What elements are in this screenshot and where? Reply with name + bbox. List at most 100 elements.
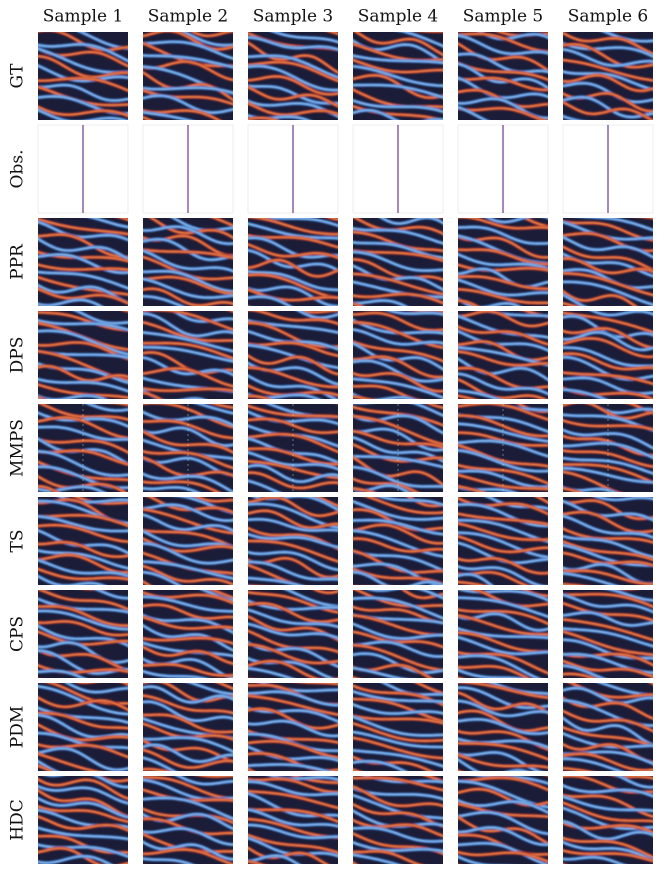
stripe-highlight: [248, 237, 338, 258]
stripe-highlight: [569, 683, 653, 698]
stripe-highlight: [248, 497, 338, 517]
stripe-highlight: [38, 416, 128, 439]
stripe-highlight: [563, 863, 564, 864]
stripe-highlight: [458, 485, 483, 492]
stripe-highlight: [458, 573, 493, 585]
sample-image: [563, 683, 653, 771]
sample-image: [38, 311, 128, 399]
column-header: Sample 1: [43, 7, 124, 27]
stripe-highlight: [248, 223, 338, 239]
stripe-highlight: [563, 272, 653, 296]
stripe-highlight: [563, 82, 653, 103]
stripe-highlight: [563, 74, 653, 92]
stripe-highlight: [563, 570, 653, 585]
stripe-highlight: [248, 366, 338, 388]
stripe-highlight: [38, 670, 84, 678]
stripe-highlight: [143, 542, 233, 564]
stripe-highlight: [38, 605, 128, 627]
column-header: Sample 3: [253, 7, 334, 27]
stripes: [143, 683, 233, 771]
stripe-highlight: [143, 508, 233, 534]
stripe-highlight: [458, 378, 546, 399]
stripe-highlight: [143, 596, 233, 612]
stripe-highlight: [458, 609, 548, 625]
stripe-highlight: [596, 497, 653, 501]
stripe-highlight: [143, 646, 233, 665]
stripe-highlight: [524, 311, 548, 318]
stripe-highlight: [248, 778, 338, 793]
stripe-highlight: [248, 551, 338, 571]
stripe-highlight: [38, 284, 128, 304]
stripe-highlight: [458, 687, 548, 709]
stripe-highlight: [143, 427, 233, 447]
stripe-highlight: [458, 464, 548, 484]
stripe-highlight: [563, 389, 606, 399]
row-label: MMPS: [8, 419, 28, 477]
sample-image: [353, 32, 443, 120]
stripe-highlight: [629, 404, 653, 414]
stripe-highlight: [248, 259, 338, 277]
stripe-highlight: [248, 510, 338, 529]
stripe-highlight: [353, 737, 443, 759]
stripe-highlight: [458, 597, 548, 618]
stripe-highlight: [248, 411, 338, 425]
stripe-highlight: [143, 560, 233, 579]
stripe-highlight: [353, 760, 406, 771]
stripe-highlight: [248, 808, 338, 823]
stripe-highlight: [143, 744, 233, 763]
stripe-highlight: [353, 478, 418, 492]
stripe-highlight: [248, 36, 338, 51]
stripe-highlight: [38, 515, 128, 532]
stripe-highlight: [248, 609, 338, 628]
stripe-highlight: [143, 392, 162, 399]
stripe-highlight: [353, 487, 374, 492]
stripe-highlight: [563, 257, 653, 274]
stripe-highlight: [38, 271, 128, 289]
stripe-highlight: [143, 278, 233, 299]
sample-image: [248, 311, 338, 399]
stripe-highlight: [143, 32, 233, 50]
stripe-highlight: [143, 411, 233, 426]
stripe-highlight: [38, 486, 104, 492]
stripe-highlight: [353, 258, 443, 281]
stripe-highlight: [458, 311, 548, 327]
stripe-highlight: [353, 731, 443, 748]
stripe-highlight: [458, 565, 541, 585]
stripe-highlight: [143, 768, 167, 771]
stripe-highlight: [143, 841, 233, 860]
stripe-highlight: [458, 106, 487, 120]
stripe: [34, 865, 130, 875]
stripe-highlight: [353, 841, 443, 852]
stripe-highlight: [38, 641, 128, 663]
stripe-highlight: [143, 827, 233, 846]
stripe-highlight: [143, 89, 233, 105]
stripe-highlight: [563, 515, 653, 539]
stripe-highlight: [143, 797, 233, 820]
stripe-highlight: [143, 342, 233, 360]
stripe-highlight: [248, 296, 291, 306]
stripe-highlight: [353, 803, 443, 827]
stripe-highlight: [143, 226, 233, 245]
stripe-highlight: [143, 404, 233, 428]
stripe-highlight: [353, 456, 443, 486]
stripe-highlight: [38, 341, 128, 360]
stripe-highlight: [563, 611, 653, 627]
stripe-highlight: [353, 537, 443, 553]
stripe-highlight: [38, 743, 128, 758]
stripe-highlight: [143, 250, 233, 272]
stripes: [143, 590, 233, 678]
sample-image: [353, 776, 443, 864]
sample-image: [458, 497, 548, 585]
stripe-highlight: [353, 65, 443, 87]
stripe-highlight: [143, 481, 219, 492]
stripe-highlight: [563, 653, 653, 666]
stripe-highlight: [353, 293, 443, 304]
stripes: [458, 683, 548, 771]
stripe-highlight: [563, 717, 653, 746]
stripe-highlight: [563, 449, 653, 468]
stripe-highlight: [38, 438, 128, 454]
stripes: [143, 776, 233, 864]
stripe-highlight: [143, 356, 233, 376]
stripe-highlight: [248, 824, 338, 839]
stripe-highlight: [143, 530, 233, 548]
